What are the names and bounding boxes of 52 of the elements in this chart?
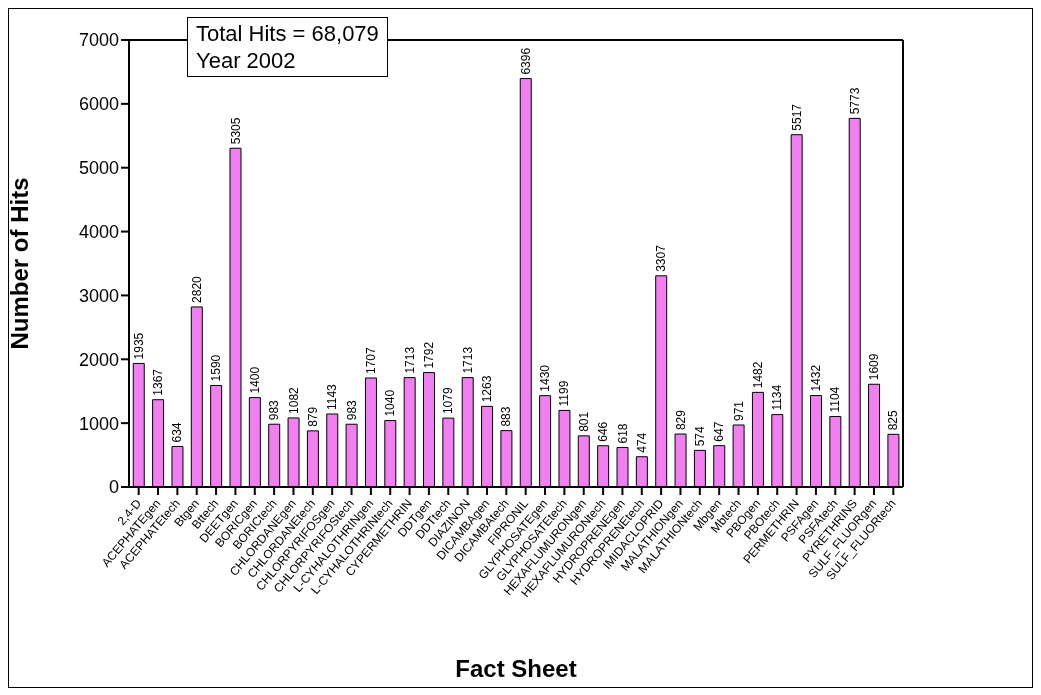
- data-label: 1079: [441, 387, 456, 415]
- y-tick-label: 4000: [78, 221, 119, 242]
- data-label: 1367: [151, 368, 166, 396]
- data-label: 1400: [247, 366, 262, 394]
- data-label: 1713: [460, 346, 475, 374]
- data-label: 1432: [809, 364, 824, 392]
- y-tick-label: 2000: [78, 349, 119, 370]
- data-label: 1263: [480, 375, 495, 403]
- data-label: 574: [692, 426, 707, 447]
- data-label: 1040: [383, 389, 398, 417]
- data-label: 474: [634, 432, 649, 453]
- y-axis-title: Number of Hits: [5, 177, 33, 350]
- data-label: 971: [731, 400, 746, 421]
- data-label: 879: [305, 406, 320, 427]
- y-tick-label: 0: [108, 477, 119, 498]
- x-axis-title: Fact Sheet: [455, 655, 577, 682]
- data-label: 1430: [538, 364, 553, 392]
- y-tick-label: 7000: [78, 30, 119, 51]
- y-tick-label: 3000: [78, 285, 119, 306]
- data-label: 1143: [325, 383, 340, 411]
- data-label: 883: [499, 406, 514, 427]
- data-label: 3307: [654, 244, 669, 272]
- data-label: 825: [886, 409, 901, 431]
- data-label: 1609: [867, 353, 882, 381]
- data-label: 829: [673, 409, 688, 431]
- data-label: 5517: [789, 103, 804, 131]
- data-label: 634: [170, 422, 185, 443]
- data-label: 1935: [131, 332, 146, 360]
- data-label: 1792: [422, 341, 437, 369]
- data-label: 801: [576, 411, 591, 432]
- data-label: 983: [267, 399, 282, 421]
- data-label: 1104: [828, 386, 843, 413]
- data-label: 1082: [286, 386, 301, 414]
- data-label: 1134: [770, 384, 785, 411]
- data-label: 983: [344, 399, 359, 421]
- y-tick-label: 1000: [78, 413, 119, 434]
- annotation: Year 2002: [196, 47, 297, 74]
- data-label: 2820: [189, 275, 204, 303]
- data-label: 6396: [518, 47, 533, 75]
- y-tick-label: 5000: [78, 158, 119, 179]
- data-label: 5773: [847, 87, 862, 115]
- data-label: 618: [615, 423, 630, 444]
- data-label: 647: [712, 421, 727, 442]
- data-label: 5305: [228, 117, 243, 145]
- data-label: 1482: [750, 361, 765, 389]
- annotation: Total Hits = 68,079: [196, 20, 379, 47]
- data-label: 1713: [402, 346, 417, 374]
- data-label: 1199: [557, 380, 572, 407]
- data-label: 1707: [363, 346, 378, 374]
- y-tick-label: 6000: [78, 94, 119, 115]
- data-label: 646: [596, 421, 611, 442]
- data-label: 1590: [209, 354, 224, 382]
